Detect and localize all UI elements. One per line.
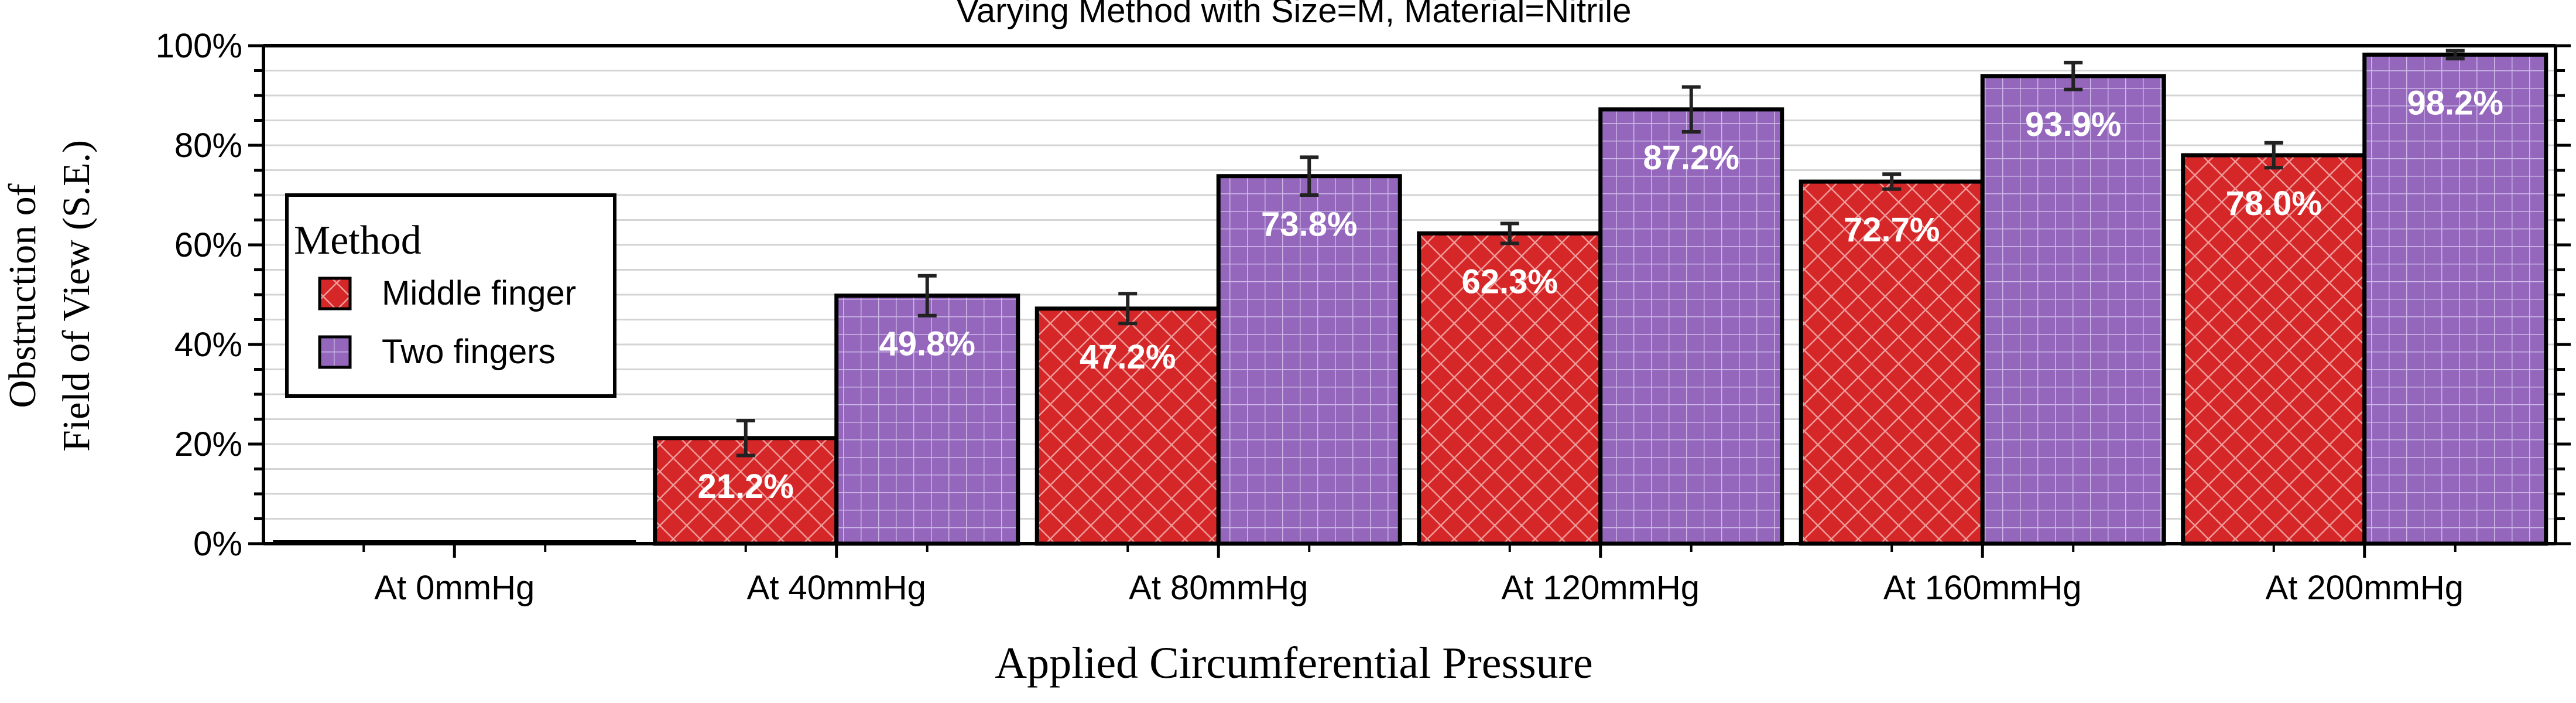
error-bar-two-fingers-4 (2064, 60, 2083, 91)
bar-two-fingers-5 (2362, 52, 2548, 546)
y-axis-title-line-2: Field of View (S.E.) (55, 140, 98, 452)
error-bars (736, 49, 2465, 458)
legend-swatch-middle-finger (318, 277, 352, 310)
bar-label-middle-finger-2: 47.2% (1080, 338, 1176, 376)
y-tick-label: 0% (193, 525, 242, 563)
error-bar-two-fingers-2 (1300, 155, 1319, 197)
legend: Method Middle finger Two fingers (285, 193, 616, 398)
error-bar-two-fingers-5 (2445, 49, 2465, 61)
y-tick-label: 80% (174, 127, 242, 165)
axes: 0% 20% 40% 60% 80% 100% At 0mmHg At 40mmHg At 80… (156, 27, 2571, 607)
legend-swatch-two-fingers (318, 335, 352, 369)
error-bar-middle-finger-1 (736, 419, 755, 458)
x-axis-title: Applied Circumferential Pressure (995, 639, 1592, 688)
bar-label-two-fingers-3: 87.2% (1643, 139, 1739, 177)
bar-two-fingers-1 (834, 294, 1020, 546)
bar-label-two-fingers-2: 73.8% (1261, 206, 1357, 244)
error-bar-middle-finger-4 (1882, 172, 1902, 191)
bar-label-middle-finger-4: 72.7% (1844, 211, 1940, 249)
gridlines (263, 70, 2556, 520)
chart-title: Varying Method with Size=M, Material=Nit… (957, 0, 1632, 30)
x-tick-label: At 120mmHg (1502, 569, 1700, 607)
bar-label-middle-finger-1: 21.2% (698, 467, 794, 506)
bar-label-middle-finger-5: 78.0% (2226, 185, 2322, 223)
bar-label-two-fingers-4: 93.9% (2025, 105, 2121, 144)
x-tick-label: At 0mmHg (374, 569, 535, 607)
bar-label-two-fingers-1: 49.8% (879, 325, 975, 363)
bar-middle-finger-2 (1034, 306, 1221, 546)
x-tick-label: At 80mmHg (1129, 569, 1308, 607)
x-tick-label: At 40mmHg (747, 569, 926, 607)
y-tick-label: 60% (174, 226, 242, 264)
bar-value-labels: 21.2% 49.8% 47.2% 73.8% 62.3% 87.2% 72.7% 93.9%… (698, 84, 2503, 506)
y-axis-title: Obstruction of Field of View (S.E.) (1, 140, 98, 452)
bar-two-fingers-4 (1980, 74, 2166, 546)
legend-label-middle-finger: Middle finger (382, 274, 576, 312)
bars (273, 52, 2548, 546)
error-bar-middle-finger-5 (2264, 141, 2283, 170)
error-bar-middle-finger-2 (1118, 292, 1138, 326)
x-tick-label: At 200mmHg (2266, 569, 2464, 607)
bar-label-two-fingers-5: 98.2% (2407, 84, 2503, 122)
y-tick-label: 40% (174, 326, 242, 364)
bar-label-middle-finger-3: 62.3% (1462, 262, 1558, 301)
error-bar-two-fingers-3 (1681, 85, 1701, 134)
legend-label-two-fingers: Two fingers (382, 333, 556, 371)
error-bar-two-fingers-1 (917, 274, 937, 318)
x-tick-label: At 160mmHg (1883, 569, 2081, 607)
bar-two-fingers-2 (1216, 174, 1402, 546)
y-tick-label: 100% (156, 27, 242, 65)
y-tick-label: 20% (174, 425, 242, 463)
bar-middle-finger-5 (2181, 153, 2367, 546)
legend-title: Method (294, 218, 422, 263)
y-axis-title-line-1: Obstruction of (1, 183, 44, 408)
error-bar-middle-finger-3 (1500, 221, 1519, 245)
